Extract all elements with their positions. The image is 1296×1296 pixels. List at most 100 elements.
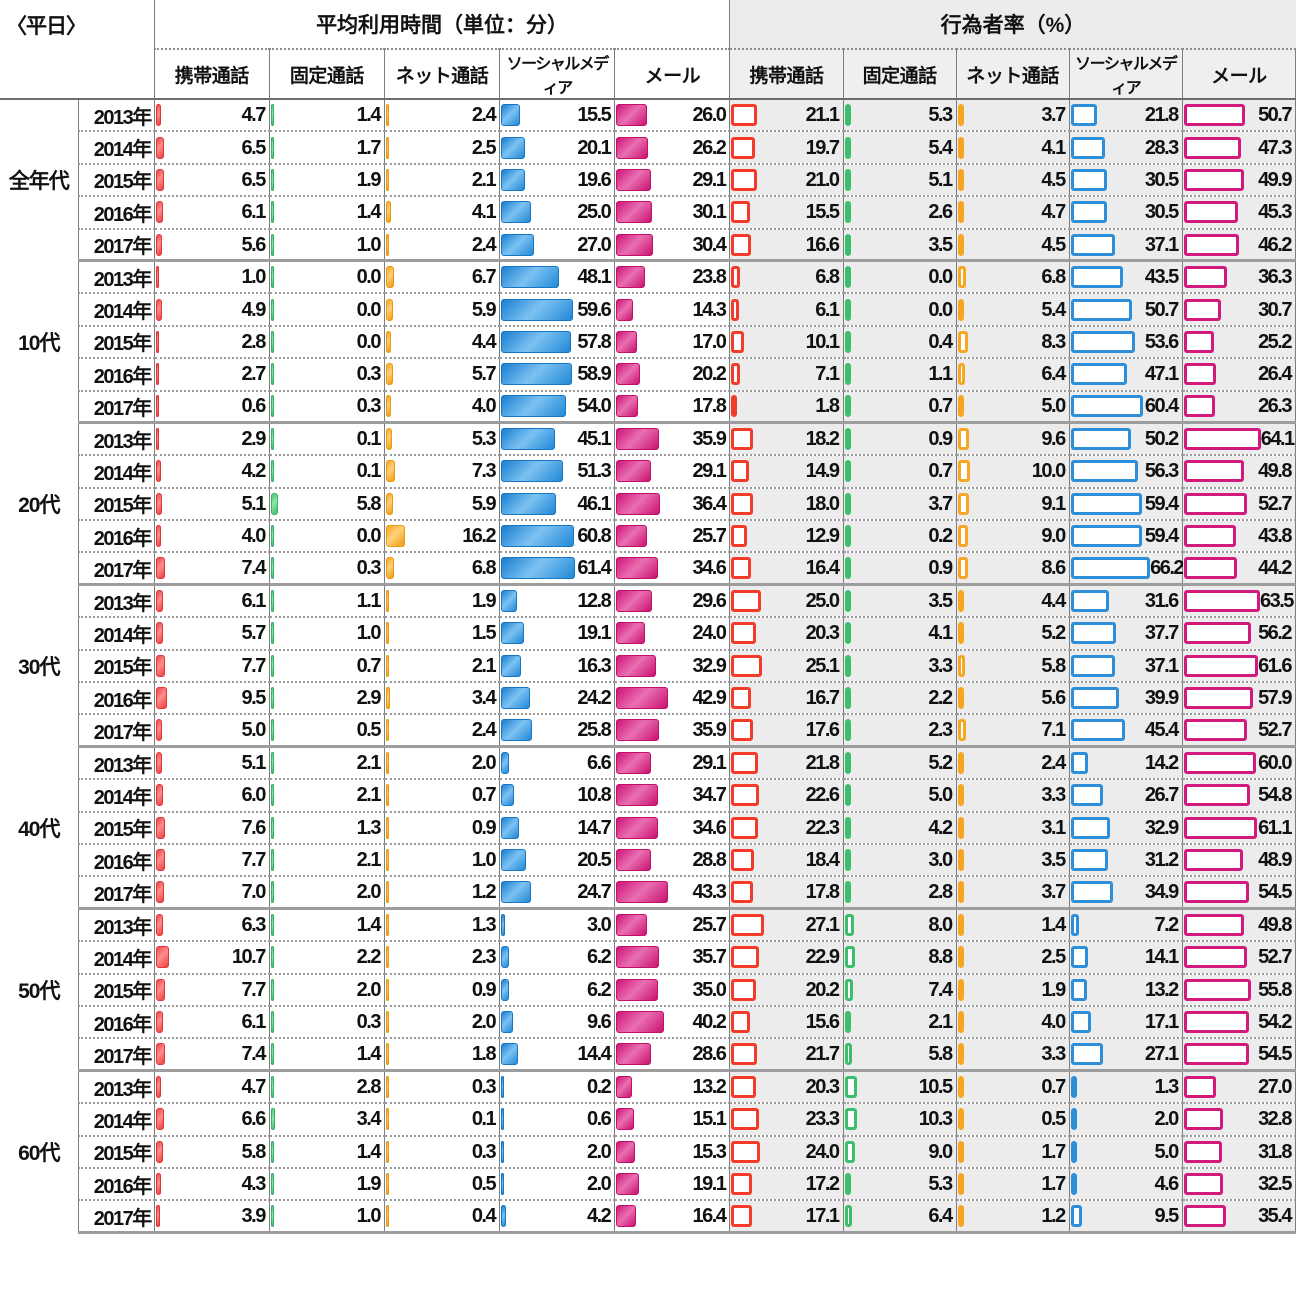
table-row: 2014年 6.6 3.4 0.1 0.6 15.1 23.3 10.3 0.5 2.0 32.8 [0, 1103, 1296, 1137]
cell-rate-mail: 31.8 [1182, 1135, 1296, 1169]
cell-time-mail: 17.0 [614, 325, 731, 360]
cell-time-mobile-call: 5.1 [154, 746, 270, 781]
value-text: 3.0 [928, 849, 953, 872]
value-bar [844, 978, 854, 1001]
value-bar [501, 492, 557, 515]
value-text: 9.0 [928, 1140, 953, 1163]
value-bar [957, 654, 965, 677]
cell-rate-mobile-call: 20.3 [729, 617, 844, 651]
cell-rate-social-media: 9.5 [1069, 1200, 1183, 1235]
value-bar [844, 168, 851, 191]
cell-time-social-media: 60.8 [499, 520, 616, 554]
value-text: 7.4 [241, 1043, 267, 1066]
value-text: 17.8 [692, 395, 727, 418]
cell-time-mobile-call: 5.1 [154, 487, 270, 522]
cell-time-fixed-call: 0.5 [269, 714, 385, 749]
value-bar [616, 298, 634, 321]
value-bar [616, 1076, 633, 1099]
value-bar [385, 168, 389, 191]
value-bar [844, 784, 851, 807]
value-text: 4.6 [1154, 1173, 1180, 1196]
value-text: 0.5 [356, 719, 382, 742]
value-text: 20.1 [577, 136, 611, 159]
value-bar [844, 1043, 852, 1066]
value-text: 6.6 [241, 1108, 267, 1131]
value-text: 1.0 [356, 233, 382, 256]
value-bar [501, 914, 505, 937]
value-bar [957, 622, 964, 645]
value-text: 29.1 [692, 752, 727, 775]
cell-rate-fixed-call: 3.7 [843, 487, 957, 522]
value-text: 50.7 [1258, 104, 1292, 127]
value-bar [731, 914, 764, 937]
cell-rate-fixed-call: 8.8 [843, 941, 957, 975]
value-text: 6.4 [928, 1205, 953, 1228]
value-bar [155, 1140, 163, 1163]
value-text: 25.1 [805, 654, 840, 677]
value-bar [501, 1140, 505, 1163]
value-bar [1183, 687, 1254, 710]
value-text: 29.6 [692, 590, 727, 613]
value-bar [385, 298, 394, 321]
value-bar [385, 1108, 389, 1131]
value-bar [616, 1011, 665, 1034]
cell-time-mobile-call: 6.1 [154, 584, 270, 619]
value-text: 23.8 [692, 266, 727, 289]
cell-rate-mail: 61.1 [1182, 811, 1296, 845]
value-bar [616, 946, 660, 969]
cell-rate-mobile-call: 17.8 [729, 876, 844, 911]
value-text: 32.9 [692, 654, 727, 677]
value-bar [616, 1173, 640, 1196]
year-label: 2015年 [77, 1135, 155, 1169]
value-bar [1183, 1108, 1224, 1131]
value-bar [1183, 363, 1216, 386]
value-text: 1.4 [1041, 914, 1066, 937]
value-bar [844, 881, 851, 904]
value-bar [385, 1043, 389, 1066]
cell-rate-mail: 45.3 [1182, 196, 1296, 230]
table-row: 2015年 7.6 1.3 0.9 14.7 34.6 22.3 4.2 3.1 32.9 61.1 [0, 811, 1296, 845]
year-label: 2015年 [77, 487, 155, 522]
value-bar [957, 752, 964, 775]
cell-rate-social-media: 26.7 [1069, 779, 1183, 813]
cell-time-mail: 19.1 [614, 1167, 731, 1202]
value-text: 32.8 [1258, 1108, 1292, 1131]
value-text: 7.6 [241, 816, 267, 839]
value-bar [957, 395, 964, 418]
cell-rate-net-call: 3.1 [956, 811, 1070, 845]
cell-rate-fixed-call: 5.1 [843, 163, 957, 198]
cell-time-mail: 29.1 [614, 163, 731, 198]
cell-rate-mobile-call: 16.7 [729, 682, 844, 716]
cell-rate-mobile-call: 21.0 [729, 163, 844, 198]
value-bar [616, 1140, 635, 1163]
value-text: 3.5 [1041, 849, 1066, 872]
value-bar [270, 816, 274, 839]
cell-rate-fixed-call: 5.8 [843, 1038, 957, 1073]
cell-time-social-media: 20.5 [499, 843, 616, 878]
value-bar [270, 914, 274, 937]
cell-rate-mobile-call: 24.0 [729, 1135, 844, 1169]
value-bar [501, 590, 517, 613]
cell-time-social-media: 19.1 [499, 617, 616, 651]
value-bar [385, 266, 394, 289]
value-bar [1070, 525, 1143, 548]
value-bar [1183, 816, 1258, 839]
value-text: 5.8 [1041, 654, 1066, 677]
value-text: 21.8 [1144, 104, 1179, 127]
value-text: 3.5 [928, 233, 953, 256]
value-text: 1.9 [356, 168, 382, 191]
value-text: 0.4 [928, 330, 953, 353]
value-bar [1183, 590, 1260, 613]
year-label: 2016年 [77, 1167, 155, 1202]
value-bar [957, 1011, 964, 1034]
cell-time-mobile-call: 1.0 [154, 260, 270, 295]
value-text: 2.6 [928, 201, 953, 224]
value-text: 7.7 [241, 654, 267, 677]
age-group-label-7: 60代 [0, 1070, 79, 1233]
value-text: 54.0 [577, 395, 611, 418]
cell-rate-social-media: 14.1 [1069, 941, 1183, 975]
cell-rate-mail: 26.3 [1182, 390, 1296, 425]
value-text: 4.4 [1041, 590, 1066, 613]
cell-time-social-media: 4.2 [499, 1200, 616, 1235]
